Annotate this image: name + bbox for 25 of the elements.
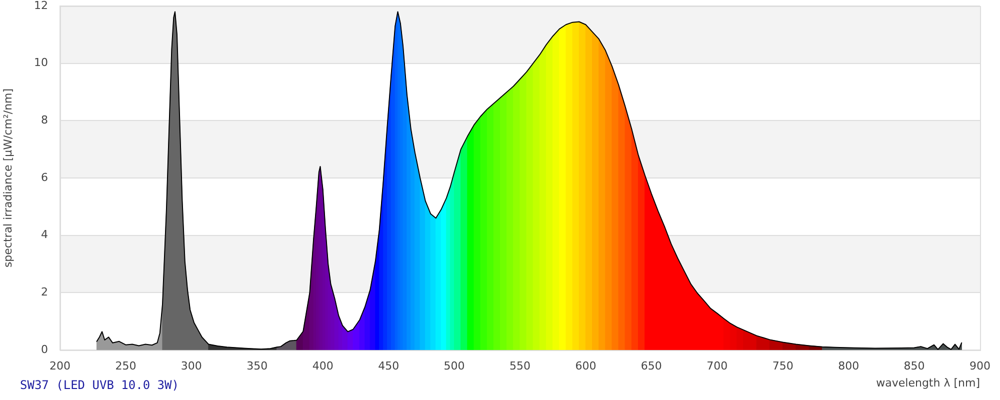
x-axis-title: wavelength λ [nm] [876, 376, 980, 390]
y-tick-label: 4 [41, 228, 48, 242]
y-tick-label: 8 [41, 114, 48, 127]
y-tick-label: 2 [41, 286, 48, 299]
y-tick-label: 12 [34, 0, 48, 12]
x-tick-label: 900 [970, 359, 990, 372]
y-axis-title: spectral irradiance [µW/cm²/nm] [1, 88, 14, 268]
x-tick-label: 550 [510, 359, 530, 372]
y-tick-label: 10 [34, 56, 48, 70]
x-tick-label: 250 [115, 359, 136, 372]
x-tick-label: 750 [772, 359, 794, 372]
x-tick-label: 650 [640, 359, 662, 372]
x-tick-label: 800 [838, 359, 860, 372]
x-tick-label: 450 [378, 359, 400, 372]
x-tick-label: 400 [312, 359, 334, 372]
x-tick-label: 200 [50, 359, 70, 372]
text: SW37 (LED UVB 10.0 3W) [20, 378, 179, 392]
y-tick-label: 0 [41, 342, 48, 356]
x-tick-label: 350 [246, 359, 268, 372]
x-tick-label: 700 [706, 359, 728, 372]
x-tick-label: 500 [444, 359, 465, 372]
x-tick-label: 600 [575, 359, 596, 372]
y-tick-label: 6 [41, 170, 48, 184]
x-tick-label: 850 [904, 359, 925, 372]
x-tick-label: 300 [180, 359, 202, 372]
